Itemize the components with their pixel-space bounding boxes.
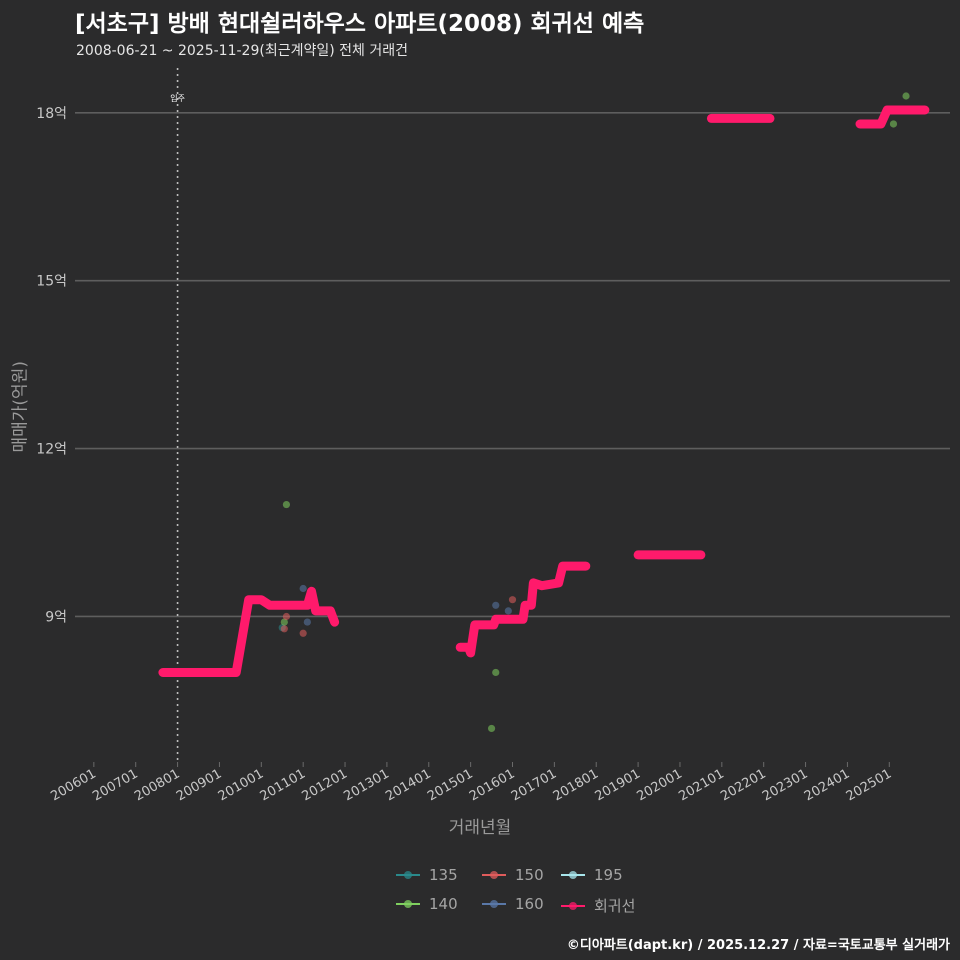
x-tick-label: 202401: [802, 766, 852, 804]
chart-subtitle: 2008-06-21 ~ 2025-11-29(최근계약일) 전체 거래건: [76, 43, 408, 59]
x-tick-label: 201201: [300, 766, 350, 804]
data-point-150: [280, 625, 288, 633]
regression-segment: [455, 561, 591, 658]
data-point-150: [299, 629, 307, 637]
legend-item-195[interactable]: 195: [561, 866, 623, 884]
x-tick-label: 201701: [509, 766, 559, 804]
data-point-150: [282, 612, 291, 621]
data-point-140: [889, 120, 898, 128]
x-tick-label: 202501: [844, 766, 894, 804]
x-tick-label: 200601: [48, 766, 98, 804]
x-axis-title: 거래년월: [448, 818, 512, 838]
x-tick-label: 202301: [760, 766, 810, 804]
footer-credit: ©디아파트(dapt.kr) / 2025.12.27 / 자료=국토교통부 실…: [566, 938, 950, 953]
legend-item-135[interactable]: 135: [396, 866, 458, 884]
data-point-160: [492, 601, 500, 609]
x-tick-label: 201401: [383, 766, 433, 804]
y-tick-labels: 9억 12억 15억 18억: [36, 106, 67, 626]
x-tick-label: 202101: [676, 766, 726, 804]
regression-line: [158, 105, 930, 677]
y-tick-label: 15억: [36, 274, 67, 290]
data-point-140: [902, 92, 910, 100]
legend-item-regression[interactable]: 회귀선: [561, 895, 635, 916]
regression-segment: [855, 105, 930, 129]
data-point-160: [299, 584, 307, 593]
x-tick-label: 201901: [593, 766, 643, 804]
x-tick-label: 201501: [425, 766, 475, 804]
x-tick-label: 201001: [216, 766, 266, 804]
data-point-160: [504, 607, 512, 615]
data-point-140: [487, 724, 496, 733]
scatter-points: [278, 92, 910, 733]
y-tick-label: 18억: [36, 106, 67, 122]
legend-item-160[interactable]: 160: [482, 895, 544, 913]
legend-item-140[interactable]: 140: [396, 895, 458, 913]
x-tick-label: 202201: [718, 766, 768, 804]
data-point-150: [508, 596, 517, 604]
x-tick-label: 200801: [132, 766, 182, 804]
data-point-140: [492, 668, 500, 677]
x-tick-labels: 2006012007012008012009012010012011012012…: [48, 762, 894, 804]
grid-lines: [75, 111, 950, 618]
move-in-marker: 입주: [170, 68, 185, 762]
x-tick-label: 201601: [467, 766, 517, 804]
x-tick-label: 201101: [258, 766, 308, 804]
data-point-160: [303, 618, 311, 626]
data-point-140: [280, 618, 288, 626]
data-point-140: [282, 500, 291, 509]
legend-item-150[interactable]: 150: [482, 866, 544, 884]
x-tick-label: 200901: [174, 766, 224, 804]
y-axis-title: 매매가(억원): [10, 361, 31, 453]
chart-title: [서초구] 방배 현대쉴러하우스 아파트(2008) 회귀선 예측: [75, 11, 645, 37]
regression-segment: [158, 586, 340, 677]
x-tick-label: 201801: [551, 766, 601, 804]
x-tick-label: 202001: [634, 766, 684, 804]
move-in-label: 입주: [170, 94, 185, 103]
y-tick-label: 9억: [45, 609, 67, 625]
x-tick-label: 201301: [341, 766, 391, 804]
x-tick-label: 200701: [90, 766, 140, 804]
y-tick-label: 12억: [36, 442, 67, 458]
